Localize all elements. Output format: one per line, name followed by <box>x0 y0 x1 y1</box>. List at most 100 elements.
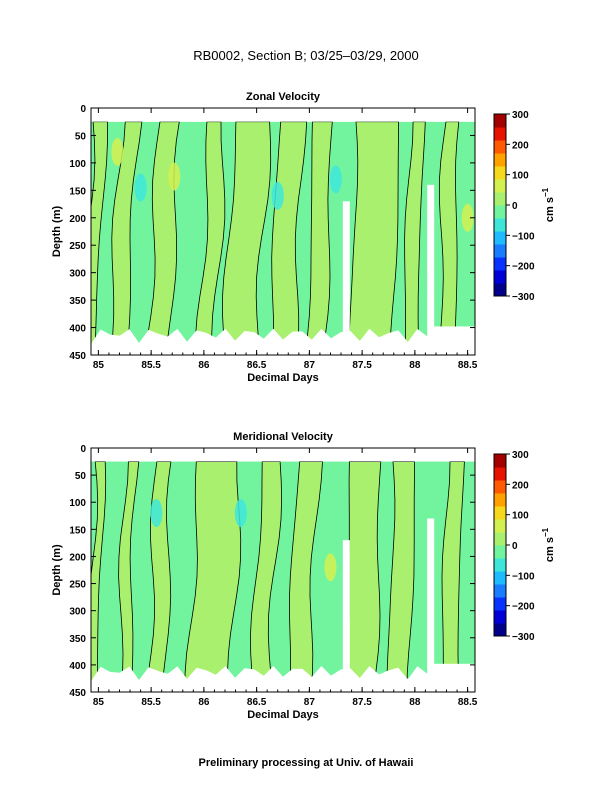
colorbar-segment <box>494 270 506 284</box>
colorbar-segment <box>494 244 506 258</box>
y-tick-label: 50 <box>75 131 87 142</box>
colorbar-tick-label: −300 <box>512 292 535 303</box>
colorbar-segment <box>494 283 506 297</box>
x-tick-label: 88 <box>409 360 421 371</box>
colorbar-segment <box>494 179 506 193</box>
x-tick-label: 87.5 <box>352 360 372 371</box>
colorbar-segment <box>494 153 506 167</box>
velocity-spot <box>271 181 284 210</box>
y-tick-label: 400 <box>69 324 86 335</box>
field-background <box>91 461 475 692</box>
velocity-band <box>438 121 460 355</box>
colorbar-segment <box>494 519 506 533</box>
velocity-band <box>91 461 107 692</box>
x-tick-label: 88 <box>409 697 421 708</box>
bottom-blank <box>430 663 475 692</box>
colorbar-segment <box>494 231 506 245</box>
colorbar-tick-label: 100 <box>512 171 529 182</box>
velocity-field <box>91 461 475 692</box>
colorbar-tick-label: 300 <box>512 110 529 121</box>
y-tick-label: 0 <box>80 104 86 115</box>
y-tick-label: 450 <box>69 351 86 362</box>
velocity-band <box>386 461 415 692</box>
colorbar-segment <box>494 623 506 637</box>
colorbar-tick-label: −200 <box>512 262 535 273</box>
velocity-band <box>110 121 143 355</box>
x-tick-label: 85 <box>93 360 105 371</box>
plot-frame <box>90 107 476 356</box>
y-tick-label: 150 <box>69 525 86 536</box>
y-tick-label: 150 <box>69 186 86 197</box>
x-tick-label: 85.5 <box>141 360 161 371</box>
velocity-spot <box>150 499 163 528</box>
data-gap <box>427 518 435 692</box>
footer-note: Preliminary processing at Univ. of Hawai… <box>198 757 414 769</box>
y-axis-label: Depth (m) <box>51 544 63 596</box>
x-tick-label: 87 <box>304 360 316 371</box>
velocity-band <box>222 121 272 355</box>
colorbar-segment <box>494 597 506 611</box>
zonal-velocity-panel: Zonal Velocity 85 85.5 86 86.5 87 87.5 88 88.5 De… <box>51 91 556 384</box>
y-tick-label: 300 <box>69 269 86 280</box>
velocity-spot <box>168 162 181 191</box>
velocity-spot <box>461 203 474 232</box>
colorbar-segment <box>494 140 506 154</box>
data-gap <box>342 540 350 692</box>
y-tick-label: 200 <box>69 552 86 563</box>
colorbar-segment <box>494 114 506 128</box>
velocity-band <box>348 121 399 355</box>
colorbar-tick-label: −100 <box>512 231 535 242</box>
velocity-band <box>250 461 283 692</box>
page-title: RB0002, Section B; 03/25–03/29, 2000 <box>193 48 419 63</box>
colorbar-tick-label: 0 <box>512 541 518 552</box>
colorbar-segment <box>494 166 506 180</box>
colorbar-segment <box>494 610 506 624</box>
data-gap <box>427 184 435 355</box>
colorbar-segment <box>494 532 506 546</box>
colorbar-tick-label: 100 <box>512 511 529 522</box>
x-tick-label: 86.5 <box>247 360 267 371</box>
colorbar-segment <box>494 493 506 507</box>
y-tick-label: 250 <box>69 580 86 591</box>
colorbar-segment <box>494 584 506 598</box>
y-tick-label: 350 <box>69 634 86 645</box>
colorbar-segment <box>494 218 506 232</box>
x-tick-label: 86 <box>198 697 210 708</box>
x-tick-label: 87.5 <box>352 697 372 708</box>
y-tick-label: 100 <box>69 159 86 170</box>
x-axis-label: Decimal Days <box>247 372 319 384</box>
colorbar-label-exponent: −1 <box>541 527 550 537</box>
colorbar-label: cm s−1 <box>541 527 556 562</box>
colorbar-segment <box>494 257 506 271</box>
y-tick-label: 350 <box>69 296 86 307</box>
bottom-blank <box>91 666 475 692</box>
velocity-spot <box>134 173 147 202</box>
colorbar-tick-label: 200 <box>512 140 529 151</box>
colorbar-label-exponent: −1 <box>541 187 550 197</box>
colorbar-segment <box>494 467 506 481</box>
x-tick-label: 87 <box>304 697 316 708</box>
colorbar-segment <box>494 192 506 206</box>
colorbar-segment <box>494 506 506 520</box>
colorbar-segment <box>494 205 506 219</box>
colorbar-tick-label: 300 <box>512 450 529 461</box>
panel-title: Zonal Velocity <box>246 91 321 103</box>
x-tick-label: 86 <box>198 360 210 371</box>
x-tick-label: 88.5 <box>458 697 478 708</box>
colorbar-segment <box>494 127 506 141</box>
colorbar-segment <box>494 558 506 572</box>
bottom-blank <box>91 328 475 355</box>
y-tick-label: 200 <box>69 214 86 225</box>
x-tick-label: 85.5 <box>141 697 161 708</box>
y-tick-label: 100 <box>69 498 86 509</box>
panel-title: Meridional Velocity <box>233 431 334 443</box>
y-tick-label: 450 <box>69 688 86 699</box>
velocity-band <box>289 461 323 692</box>
colorbar-segment <box>494 454 506 468</box>
velocity-band <box>195 121 226 355</box>
velocity-spot <box>324 553 337 582</box>
colorbar-tick-label: −100 <box>512 571 535 582</box>
velocity-spot <box>329 165 342 194</box>
velocity-field <box>91 121 475 355</box>
